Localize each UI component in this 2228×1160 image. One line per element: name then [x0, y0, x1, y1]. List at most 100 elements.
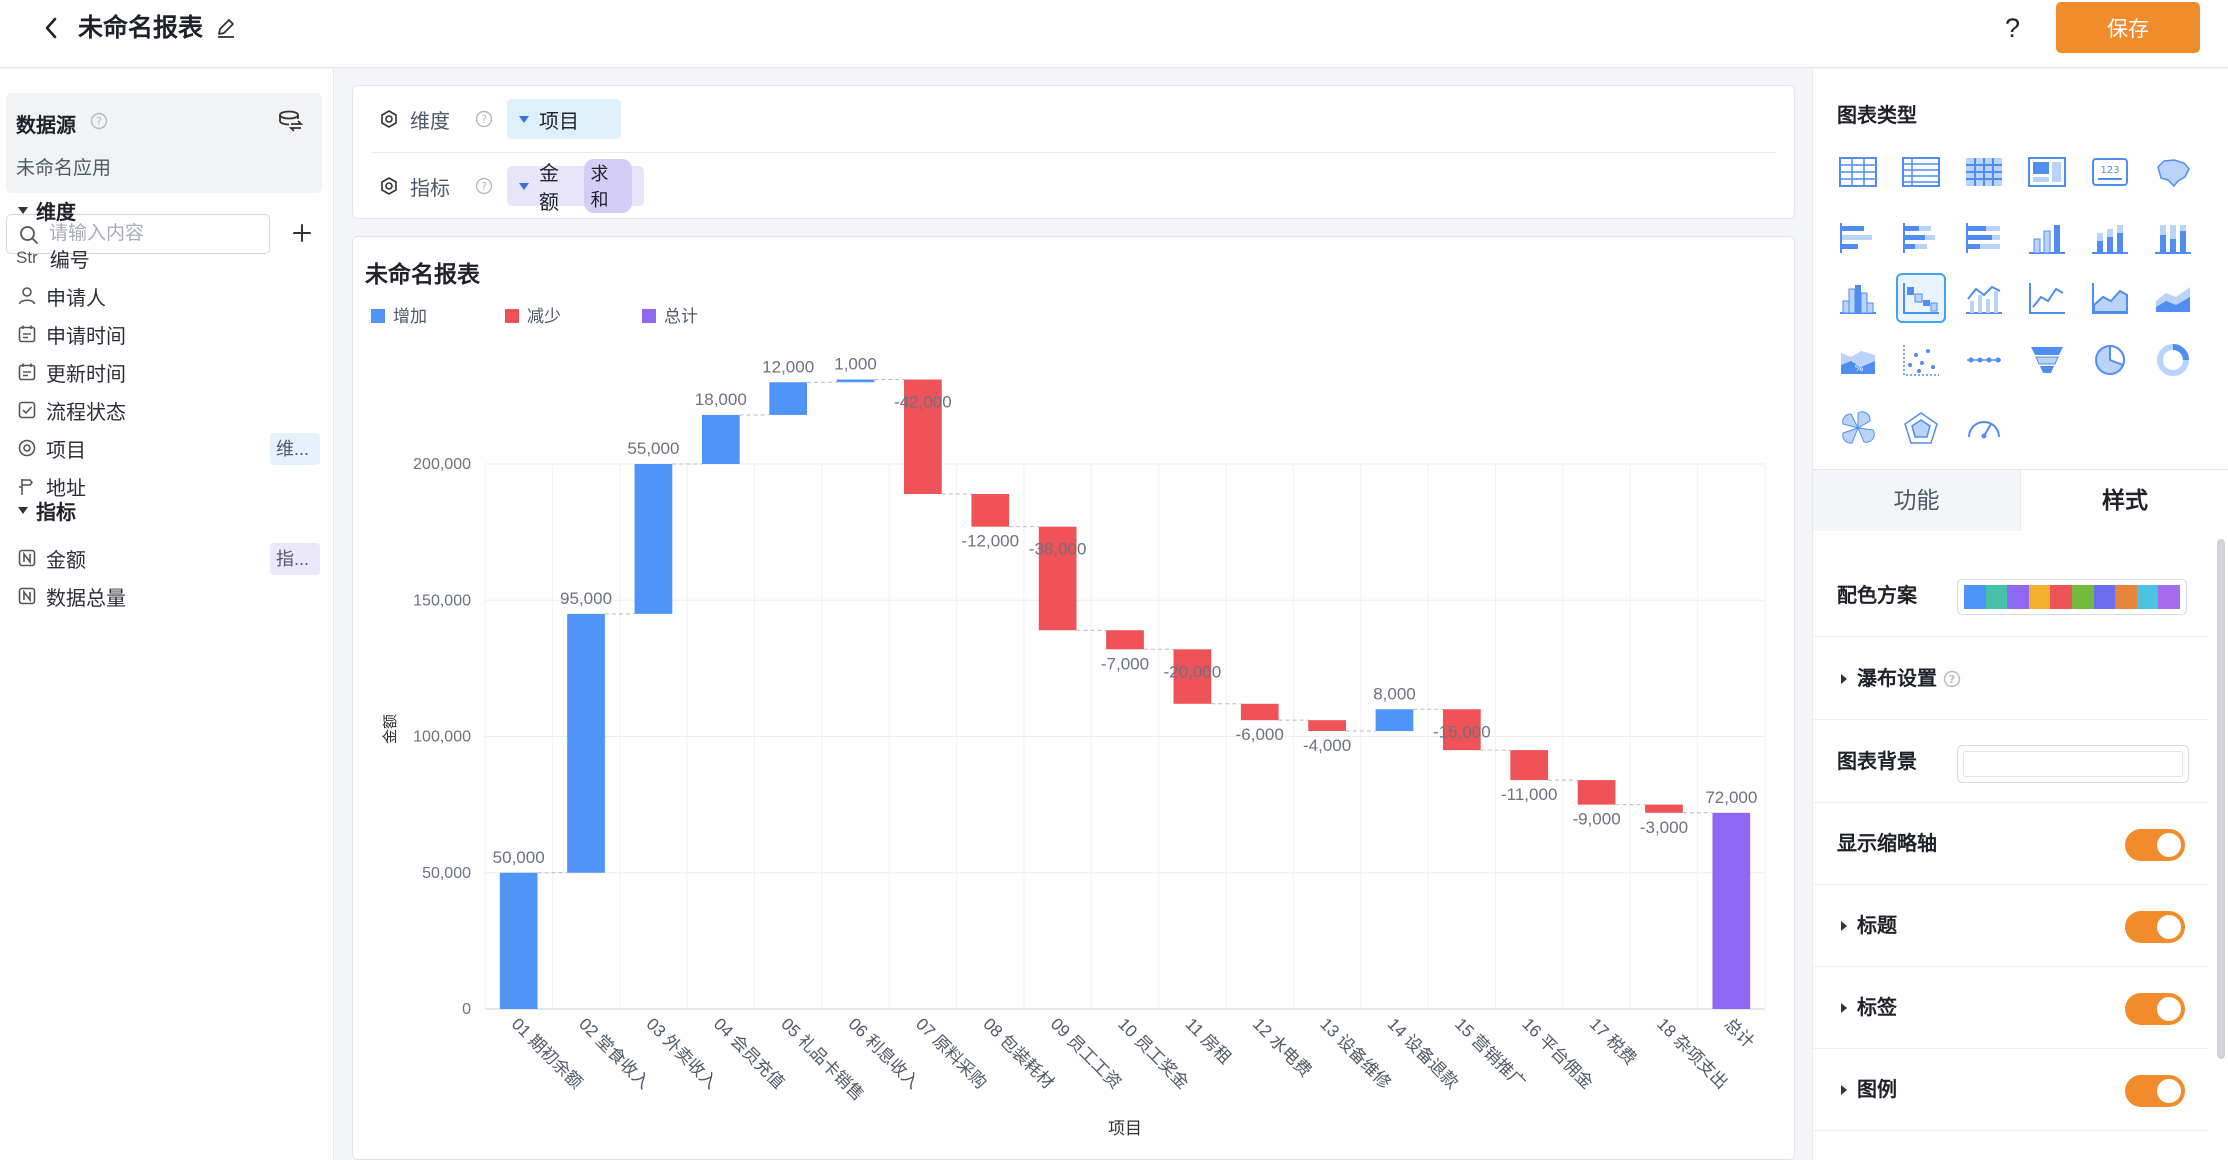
field-item-applicant[interactable]: 申请人 [16, 281, 326, 311]
tab-style[interactable]: 样式 [2021, 470, 2228, 531]
field-item-apply-time[interactable]: 申请时间 [16, 319, 326, 349]
radar-icon [1904, 412, 1938, 444]
detail-table-icon [1902, 157, 1940, 187]
field-label: 编号 [49, 249, 90, 272]
chart-type-pie-icon[interactable] [2085, 335, 2135, 385]
waterfall-setting-header[interactable]: 瀑布设置 ? [1837, 638, 1961, 720]
waterfall-bar [1106, 630, 1144, 650]
data-label: -9,000 [1572, 810, 1620, 829]
chart-type-waterfall-icon[interactable] [1896, 273, 1946, 323]
field-item-amount[interactable]: 金额 指... [16, 543, 326, 575]
chart-type-line-icon[interactable] [2022, 273, 2072, 323]
palette-swatch [2093, 585, 2116, 609]
chart-background-row: 图表背景 [1813, 721, 2209, 803]
tab-function[interactable]: 功能 [1813, 470, 2021, 531]
chart-type-number-card-icon[interactable]: 123 [2085, 147, 2135, 197]
measure-section-header[interactable]: 指标 [18, 496, 76, 525]
chart-type-radar-icon[interactable] [1896, 403, 1946, 453]
chart-type-percent-column-icon[interactable] [2148, 213, 2198, 263]
chart-type-histogram-icon[interactable] [1833, 273, 1883, 323]
chart-title: 未命名报表 [365, 261, 480, 287]
waterfall-bar [1577, 780, 1616, 805]
legend-setting-header[interactable]: 图例 [1837, 1049, 1897, 1131]
toggle-knob [2157, 833, 2181, 857]
help-icon[interactable]: ? [2005, 13, 2021, 43]
color-scheme-picker[interactable] [1957, 579, 2187, 615]
waterfall-setting-label: 瀑布设置 [1857, 668, 1937, 690]
settings-scrollbar[interactable] [2217, 539, 2225, 1059]
thumbnail-axis-toggle[interactable] [2125, 829, 2185, 861]
chart-type-pivot-icon[interactable] [1959, 147, 2009, 197]
chart-background-color-picker[interactable] [1957, 745, 2189, 783]
y-tick-label: 0 [462, 1001, 471, 1018]
target-icon [381, 110, 397, 128]
dimension-pill-project[interactable]: 项目 [507, 99, 621, 139]
field-label: 金额 [46, 549, 86, 572]
y-tick-label: 150,000 [413, 592, 471, 609]
database-switch-icon[interactable] [278, 109, 304, 133]
title-setting-row: 标题 [1813, 885, 2209, 967]
dimension-config-row: 维度 ? 项目 [353, 86, 1794, 152]
dropdown-triangle-icon [519, 115, 529, 123]
waterfall-bar [769, 382, 808, 415]
palette-swatch [1964, 585, 1986, 609]
field-search-input[interactable] [49, 219, 259, 249]
palette-swatch [2136, 585, 2159, 609]
add-field-icon[interactable] [290, 221, 314, 245]
field-item-id[interactable]: Str 编号 [16, 243, 326, 273]
chart-type-percent-bar-icon[interactable] [1959, 213, 2009, 263]
save-button[interactable]: 保存 [2056, 2, 2200, 53]
field-item-flow-status[interactable]: 流程状态 [16, 395, 326, 425]
chart-type-stacked-area-icon[interactable] [2148, 273, 2198, 323]
settings-tabs: 功能 样式 [1813, 469, 2228, 531]
column-icon [2029, 225, 2065, 254]
edit-pencil-icon[interactable] [214, 16, 238, 40]
title-setting-header[interactable]: 标题 [1837, 885, 1897, 967]
chart-type-donut-icon[interactable] [2148, 335, 2198, 385]
help-circle-icon[interactable]: ? [475, 110, 493, 128]
help-circle-icon[interactable]: ? [475, 177, 493, 195]
chart-type-funnel-icon[interactable] [2022, 335, 2072, 385]
measure-config-row: 指标 ? 金额 求和 [353, 153, 1794, 219]
chart-type-map-icon[interactable] [2148, 147, 2198, 197]
chart-type-dumbbell-icon[interactable] [1959, 335, 2009, 385]
divider [371, 152, 1776, 153]
field-item-address[interactable]: 地址 [16, 471, 326, 501]
svg-text:%: % [1855, 364, 1864, 374]
chart-type-gauge-icon[interactable] [1959, 403, 2009, 453]
measure-pill-amount[interactable]: 金额 求和 [507, 159, 644, 214]
title-toggle[interactable] [2125, 911, 2185, 943]
waterfall-bar [701, 414, 740, 464]
chart-type-line-column-icon[interactable] [1959, 273, 2009, 323]
field-item-update-time[interactable]: 更新时间 [16, 357, 326, 387]
chart-type-rose-icon[interactable] [1833, 403, 1883, 453]
measure-usage-tag: 指... [270, 543, 320, 575]
data-label: -42,000 [894, 393, 952, 412]
measure-pill-label: 金额 [539, 163, 559, 214]
chart-type-bar-icon[interactable] [1833, 213, 1883, 263]
chart-type-detail-table-icon[interactable] [1896, 147, 1946, 197]
help-circle-icon[interactable]: ? [1943, 670, 1961, 688]
help-circle-icon[interactable]: ? [90, 112, 108, 130]
chart-type-stacked-column-icon[interactable] [2085, 213, 2135, 263]
dimension-section-header[interactable]: 维度 [18, 196, 76, 225]
field-item-project[interactable]: 项目 维... [16, 433, 326, 465]
field-item-record-count[interactable]: 数据总量 [16, 581, 326, 611]
field-label: 流程状态 [46, 401, 126, 424]
legend-toggle[interactable] [2125, 1075, 2185, 1107]
data-label: -11,000 [1501, 785, 1557, 804]
chart-type-area-icon[interactable] [2085, 273, 2135, 323]
chart-type-percent-area-icon[interactable]: % [1833, 335, 1883, 385]
back-arrow-icon[interactable] [38, 14, 66, 42]
chart-type-stacked-bar-icon[interactable] [1896, 213, 1946, 263]
chart-type-column-icon[interactable] [2022, 213, 2072, 263]
chart-type-kpi-card-icon[interactable] [2022, 147, 2072, 197]
waterfall-setting-row[interactable]: 瀑布设置 ? [1813, 638, 2209, 720]
chart-type-table-icon[interactable] [1833, 147, 1883, 197]
field-label: 数据总量 [46, 587, 126, 610]
label-toggle[interactable] [2125, 993, 2185, 1025]
field-label: 更新时间 [46, 363, 126, 386]
label-setting-header[interactable]: 标签 [1837, 967, 1897, 1049]
chart-type-scatter-icon[interactable] [1896, 335, 1946, 385]
waterfall-bar [634, 464, 673, 614]
